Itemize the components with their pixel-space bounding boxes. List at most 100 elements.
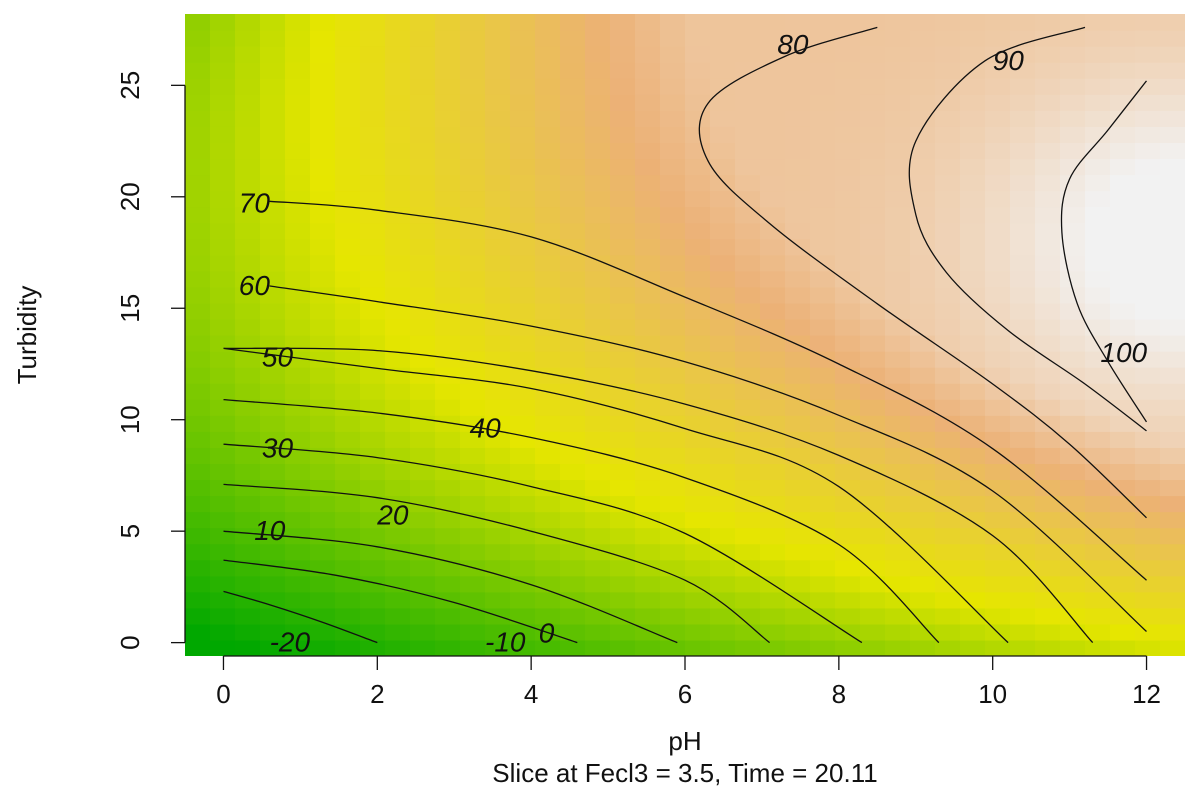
heatmap-cell [910, 367, 936, 384]
heatmap-cell [360, 511, 386, 529]
heatmap-cell [860, 270, 886, 288]
heatmap-cell [410, 110, 436, 127]
heatmap-cell [210, 190, 236, 208]
heatmap-cell [860, 559, 886, 577]
heatmap-cell [985, 14, 1011, 31]
heatmap-cell [1085, 399, 1111, 416]
heatmap-cell [885, 30, 911, 47]
heatmap-cell [210, 158, 236, 176]
heatmap-cell [510, 126, 536, 143]
heatmap-cell [535, 302, 561, 320]
heatmap-cell [1160, 591, 1185, 609]
heatmap-cell [985, 575, 1011, 593]
heatmap-cell [835, 367, 861, 384]
heatmap-cell [185, 286, 211, 304]
heatmap-cell [1160, 286, 1185, 304]
heatmap-cell [610, 158, 636, 176]
heatmap-cell [1135, 94, 1161, 111]
heatmap-cell [760, 623, 786, 641]
heatmap-cell [810, 94, 836, 111]
heatmap-cell [235, 62, 261, 79]
heatmap-cell [535, 495, 561, 513]
heatmap-cell [260, 447, 286, 464]
heatmap-cell [210, 415, 236, 432]
heatmap-cell [210, 559, 236, 577]
contour-label-40: 40 [470, 413, 502, 444]
heatmap-cell [1060, 78, 1086, 95]
heatmap-cell [685, 62, 711, 79]
contour-line-30 [223, 398, 940, 644]
heatmap-cell [910, 46, 936, 63]
heatmap-cell [235, 46, 261, 63]
heatmap-cell [935, 511, 961, 529]
heatmap-cell [235, 142, 261, 160]
heatmap-cell [785, 110, 811, 127]
heatmap-cell [260, 463, 286, 481]
heatmap-cell [535, 367, 561, 384]
heatmap-cell [1035, 318, 1061, 336]
heatmap-cell [685, 190, 711, 208]
heatmap-cell [535, 335, 561, 352]
heatmap-cell [735, 78, 761, 95]
heatmap-cell [485, 174, 511, 192]
heatmap-cell [635, 78, 661, 95]
heatmap-cell [760, 639, 786, 656]
heatmap-cell [210, 335, 236, 352]
y-tick-label: 15 [115, 294, 145, 323]
heatmap-cell [1135, 479, 1161, 497]
heatmap-cell [310, 383, 336, 400]
heatmap-cell [1060, 415, 1086, 432]
heatmap-cell [535, 415, 561, 432]
heatmap-cell [285, 190, 311, 208]
heatmap-cell [985, 335, 1011, 352]
heatmap-cell [835, 158, 861, 176]
heatmap-cell [660, 335, 686, 352]
heatmap-cell [910, 30, 936, 47]
heatmap-cell [360, 14, 386, 31]
heatmap-cell [610, 639, 636, 656]
heatmap-cell [760, 94, 786, 111]
heatmap-cell [685, 623, 711, 641]
heatmap-cell [360, 591, 386, 609]
heatmap-cell [985, 190, 1011, 208]
heatmap-cell [360, 335, 386, 352]
heatmap-cell [385, 463, 411, 481]
heatmap-cell [910, 142, 936, 160]
contour-line-0 [223, 530, 678, 644]
heatmap-cell [1110, 431, 1136, 448]
heatmap-cell [235, 463, 261, 481]
heatmap-cell [1110, 222, 1136, 240]
heatmap-cell [860, 62, 886, 79]
heatmap-cell [1160, 254, 1185, 272]
heatmap-cell [985, 110, 1011, 127]
heatmap-cell [335, 270, 361, 288]
heatmap-cell [660, 14, 686, 31]
heatmap-cell [210, 351, 236, 368]
heatmap-cell [360, 351, 386, 368]
x-tick-label: 4 [524, 679, 538, 709]
heatmap-cell [1110, 447, 1136, 464]
heatmap-cell [385, 335, 411, 352]
heatmap-cell [510, 431, 536, 448]
heatmap-cell [1010, 559, 1036, 577]
heatmap-cell [410, 463, 436, 481]
heatmap-cell [435, 351, 461, 368]
heatmap-cell [560, 543, 586, 561]
heatmap-cell [635, 335, 661, 352]
heatmap-cell [385, 575, 411, 593]
heatmap-cell [310, 431, 336, 448]
heatmap-cell [835, 46, 861, 63]
heatmap-cell [410, 431, 436, 448]
heatmap-cell [785, 142, 811, 160]
heatmap-cell [235, 206, 261, 224]
heatmap-cell [635, 479, 661, 497]
heatmap-cell [210, 286, 236, 304]
heatmap-cell [660, 415, 686, 432]
heatmap-cell [360, 431, 386, 448]
heatmap-cell [660, 463, 686, 481]
heatmap-cell [335, 78, 361, 95]
y-tick-label: 20 [115, 182, 145, 211]
heatmap-cell [260, 431, 286, 448]
heatmap-cell [285, 447, 311, 464]
heatmap-cell [1160, 110, 1185, 127]
